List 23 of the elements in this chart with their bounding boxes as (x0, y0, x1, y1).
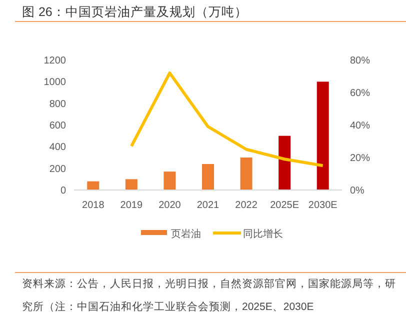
legend-label: 页岩油 (171, 229, 201, 240)
x-tick: 2022 (235, 200, 258, 211)
y2-tick: 40% (350, 120, 370, 132)
y2-tick: 0% (350, 186, 364, 196)
y2-tick: 60% (350, 88, 370, 99)
y-tick: 400 (49, 142, 66, 154)
y-tick: 200 (49, 164, 66, 175)
title: 图 26：中国页岩油产量及规划（万吨） (22, 4, 248, 21)
legend-label: 同比增长 (243, 229, 283, 240)
x-tick: 2030E (308, 200, 338, 211)
y-tick: 1200 (44, 56, 66, 66)
x-tick: 2019 (120, 200, 143, 211)
x-tick: 2025E (270, 200, 300, 211)
y-tick: 600 (49, 120, 66, 132)
y2-tick: 20% (350, 153, 370, 164)
y-tick: 0 (60, 186, 66, 196)
annotation: 资料来源：公告，人民日报，光明日报，自然资源部官网，国家能源局等，研究所（注：中国石油和化学工业联合会预测，2025E、2030E (22, 277, 397, 315)
x-tick: 2021 (196, 200, 220, 211)
x-tick: 2020 (158, 200, 181, 211)
y-tick: 800 (49, 98, 66, 110)
x-tick: 2018 (82, 200, 104, 211)
y2-tick: 80% (350, 56, 370, 66)
y-tick: 1000 (44, 77, 66, 88)
